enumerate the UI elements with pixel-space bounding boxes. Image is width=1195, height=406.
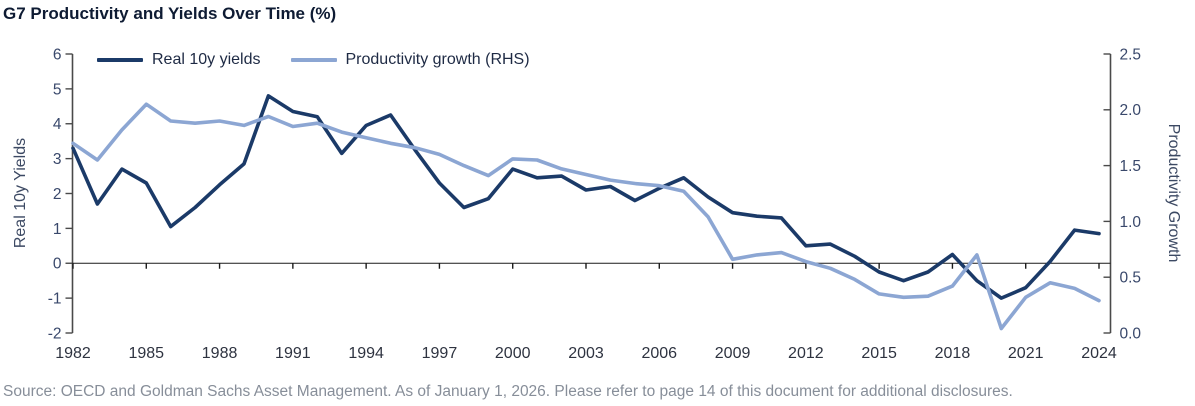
real-10y-yields-line <box>71 94 1101 300</box>
legend: Real 10y yields Productivity growth (RHS… <box>97 51 530 69</box>
left-axis-tick-label: 5 <box>53 81 62 98</box>
x-axis-tick-label: 1991 <box>275 345 311 362</box>
x-axis-tick-label: 1985 <box>128 345 164 362</box>
productivity-growth-line <box>71 102 1101 331</box>
left-axis-tick-label: 2 <box>53 186 62 203</box>
right-axis-tick-label: 0.5 <box>1120 270 1142 287</box>
left-axis-tick-label: 6 <box>53 46 62 63</box>
legend-item-real-10y-yields: Real 10y yields <box>97 51 261 69</box>
right-axis-tick-label: 2.5 <box>1120 46 1142 63</box>
x-axis-tick-label: 2000 <box>495 345 531 362</box>
left-axis-title: Real 10y Yields <box>12 137 29 249</box>
legend-label: Real 10y yields <box>152 51 261 68</box>
x-axis-tick-label: 2018 <box>935 345 971 362</box>
left-axis-tick-label: 1 <box>53 221 62 238</box>
left-axis-tick-label: 4 <box>53 116 62 133</box>
right-axis-tick-label: 1.0 <box>1120 214 1142 231</box>
legend-label: Productivity growth (RHS) <box>345 51 530 68</box>
left-axis-tick-label: -1 <box>48 291 62 308</box>
x-axis-tick-label: 2015 <box>861 345 897 362</box>
x-axis-tick-label: 2006 <box>641 345 677 362</box>
x-axis-tick-label: 2003 <box>568 345 604 362</box>
x-axis-tick-label: 1994 <box>348 345 384 362</box>
x-axis-tick-label: 2009 <box>715 345 751 362</box>
productivity-line-swatch <box>290 58 337 62</box>
source-note: Source: OECD and Goldman Sachs Asset Man… <box>3 383 1013 400</box>
legend-item-productivity-growth: Productivity growth (RHS) <box>290 51 530 69</box>
plot-area: 6 5 4 3 2 1 0 -1 -2 2.5 2.0 1.5 1.0 0.5 0.0 1982 1985 198… <box>48 46 1142 362</box>
left-axis-tick-label: 0 <box>53 256 62 273</box>
yields-line-swatch <box>97 58 143 62</box>
right-axis-tick-label: 1.5 <box>1120 158 1142 175</box>
right-axis-tick-label: 2.0 <box>1120 102 1142 119</box>
x-axis-tick-label: 2012 <box>788 345 824 362</box>
x-axis-tick-label: 2024 <box>1081 345 1117 362</box>
left-axis-tick-label: 3 <box>53 151 62 168</box>
x-axis-tick-label: 2021 <box>1008 345 1044 362</box>
x-axis-tick-label: 1982 <box>55 345 91 362</box>
x-axis-tick-label: 1988 <box>202 345 238 362</box>
right-axis-tick-label: 0.0 <box>1120 325 1142 342</box>
right-axis-title: Productivity Growth <box>1165 123 1182 263</box>
chart-title: G7 Productivity and Yields Over Time (%) <box>3 4 337 23</box>
x-axis-tick-label: 1997 <box>422 345 458 362</box>
left-axis-tick-label: -2 <box>48 325 62 342</box>
